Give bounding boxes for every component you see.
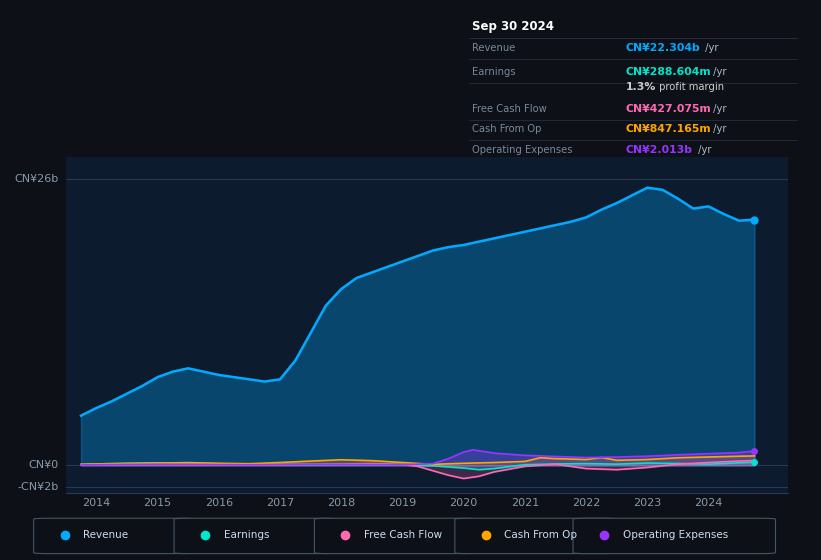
Text: Earnings: Earnings — [472, 67, 516, 77]
Text: CN¥22.304b: CN¥22.304b — [626, 44, 700, 53]
Text: Sep 30 2024: Sep 30 2024 — [472, 20, 554, 34]
Text: Free Cash Flow: Free Cash Flow — [472, 104, 547, 114]
FancyBboxPatch shape — [314, 518, 477, 554]
Text: CN¥26b: CN¥26b — [14, 174, 58, 184]
Text: profit margin: profit margin — [656, 82, 724, 92]
Text: Free Cash Flow: Free Cash Flow — [364, 530, 442, 540]
Text: CN¥427.075m: CN¥427.075m — [626, 104, 711, 114]
Text: CN¥0: CN¥0 — [29, 460, 58, 470]
Text: Cash From Op: Cash From Op — [472, 124, 542, 134]
FancyBboxPatch shape — [34, 518, 196, 554]
Text: -CN¥2b: -CN¥2b — [17, 482, 58, 492]
Text: /yr: /yr — [695, 144, 711, 155]
Text: /yr: /yr — [703, 44, 719, 53]
Text: CN¥847.165m: CN¥847.165m — [626, 124, 711, 134]
Text: Operating Expenses: Operating Expenses — [472, 144, 572, 155]
Text: /yr: /yr — [710, 67, 727, 77]
Text: Earnings: Earnings — [223, 530, 269, 540]
Text: /yr: /yr — [710, 124, 727, 134]
Text: CN¥2.013b: CN¥2.013b — [626, 144, 693, 155]
Text: 1.3%: 1.3% — [626, 82, 656, 92]
Text: CN¥288.604m: CN¥288.604m — [626, 67, 711, 77]
FancyBboxPatch shape — [573, 518, 776, 554]
Text: Operating Expenses: Operating Expenses — [622, 530, 727, 540]
Text: Cash From Op: Cash From Op — [504, 530, 577, 540]
Text: Revenue: Revenue — [83, 530, 128, 540]
Text: Revenue: Revenue — [472, 44, 516, 53]
Text: /yr: /yr — [710, 104, 727, 114]
FancyBboxPatch shape — [455, 518, 617, 554]
FancyBboxPatch shape — [174, 518, 337, 554]
